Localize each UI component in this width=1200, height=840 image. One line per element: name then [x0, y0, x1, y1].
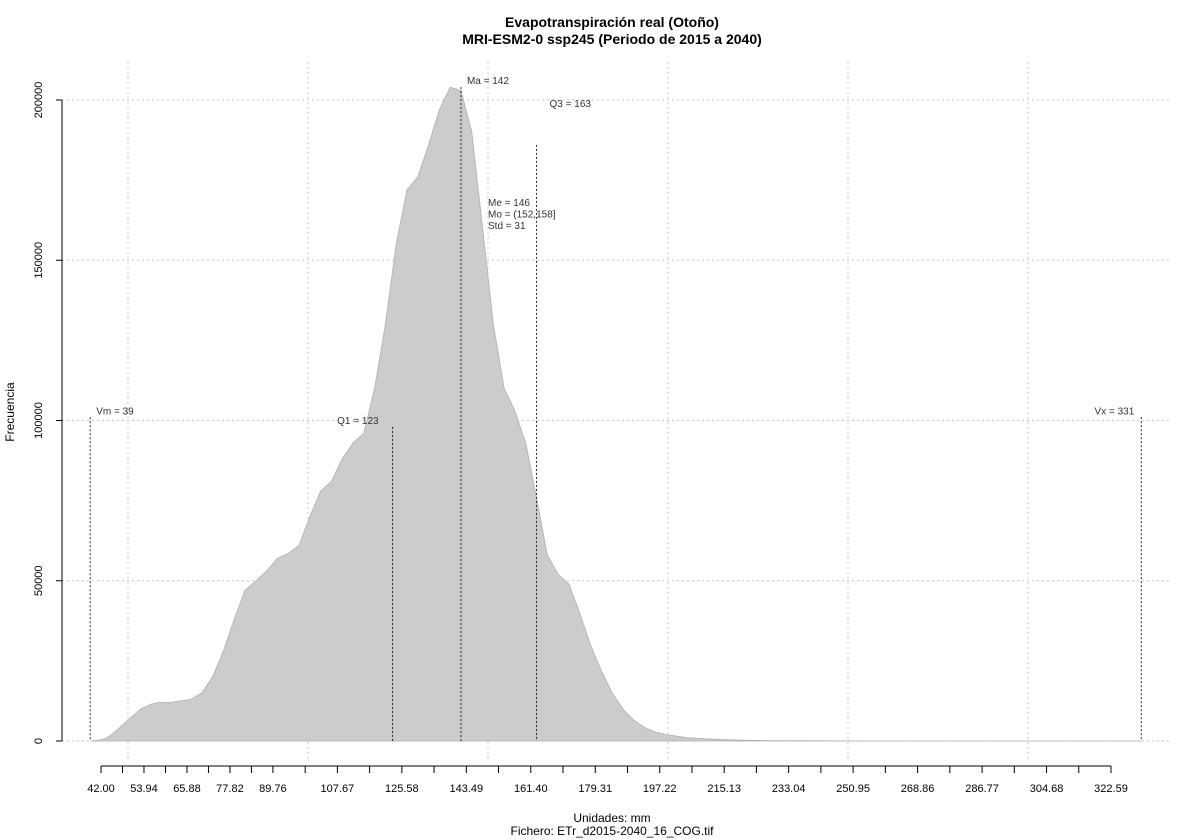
- x-tick-label-6: 77.82: [216, 783, 244, 795]
- stat-line-2: Std = 31: [488, 221, 526, 232]
- x-tick-label-10: 107.67: [321, 783, 355, 795]
- x-tick-label-16: 161.40: [514, 783, 548, 795]
- x-tick-label-20: 197.22: [643, 783, 677, 795]
- annot-q1: Q1 = 123: [337, 416, 379, 427]
- x-tick-label-28: 268.86: [901, 783, 935, 795]
- x-tick-label-0: 42.00: [87, 783, 115, 795]
- x-tick-label-26: 250.95: [836, 783, 870, 795]
- y-axis: 0 50000 100000 150000 200000: [33, 82, 63, 744]
- y-axis-label: Frecuencia: [3, 382, 17, 442]
- x-tick-label-34: 322.59: [1094, 783, 1128, 795]
- x-tick-label-22: 215.13: [707, 783, 741, 795]
- annot-q3: Q3 = 163: [550, 99, 592, 110]
- chart-title: Evapotranspiración real (Otoño): [505, 14, 719, 30]
- y-tick-label-3: 150000: [33, 242, 45, 279]
- y-tick-label-1: 50000: [33, 565, 45, 596]
- annot-vm: Vm = 39: [96, 406, 134, 417]
- y-tick-label-4: 200000: [33, 82, 45, 119]
- chart-subtitle: MRI-ESM2-0 ssp245 (Periodo de 2015 a 204…: [462, 31, 762, 47]
- x-axis-label: Unidades: mm: [573, 811, 650, 825]
- x-tick-label-2: 53.94: [130, 783, 158, 795]
- x-tick-label-32: 304.68: [1030, 783, 1064, 795]
- x-tick-label-30: 286.77: [965, 783, 999, 795]
- x-tick-label-14: 143.49: [449, 783, 483, 795]
- x-tick-label-18: 179.31: [578, 783, 612, 795]
- x-tick-label-4: 65.88: [173, 783, 201, 795]
- file-footer: Fichero: ETr_d2015-2040_16_COG.tif: [511, 824, 715, 838]
- stat-line-0: Me = 146: [488, 198, 530, 209]
- x-axis: 42.00 53.94 65.88 77.82 89.76 107.67 125.58 143…: [87, 765, 1128, 795]
- stat-line-1: Mo = (152,158]: [488, 210, 556, 221]
- x-tick-label-8: 89.76: [259, 783, 287, 795]
- annotation-lines: [89, 87, 1142, 741]
- y-tick-label-0: 0: [33, 738, 45, 744]
- annot-ma: Ma = 142: [467, 76, 509, 87]
- x-tick-label-12: 125.58: [385, 783, 419, 795]
- density-area: [90, 86, 1142, 742]
- y-tick-label-2: 100000: [33, 402, 45, 439]
- annot-vx: Vx = 331: [1095, 406, 1135, 417]
- x-tick-label-24: 233.04: [772, 783, 806, 795]
- annotation-labels: Vm = 39 Q1 = 123 Ma = 142 Q3 = 163 Vx = 331 M…: [96, 76, 1134, 427]
